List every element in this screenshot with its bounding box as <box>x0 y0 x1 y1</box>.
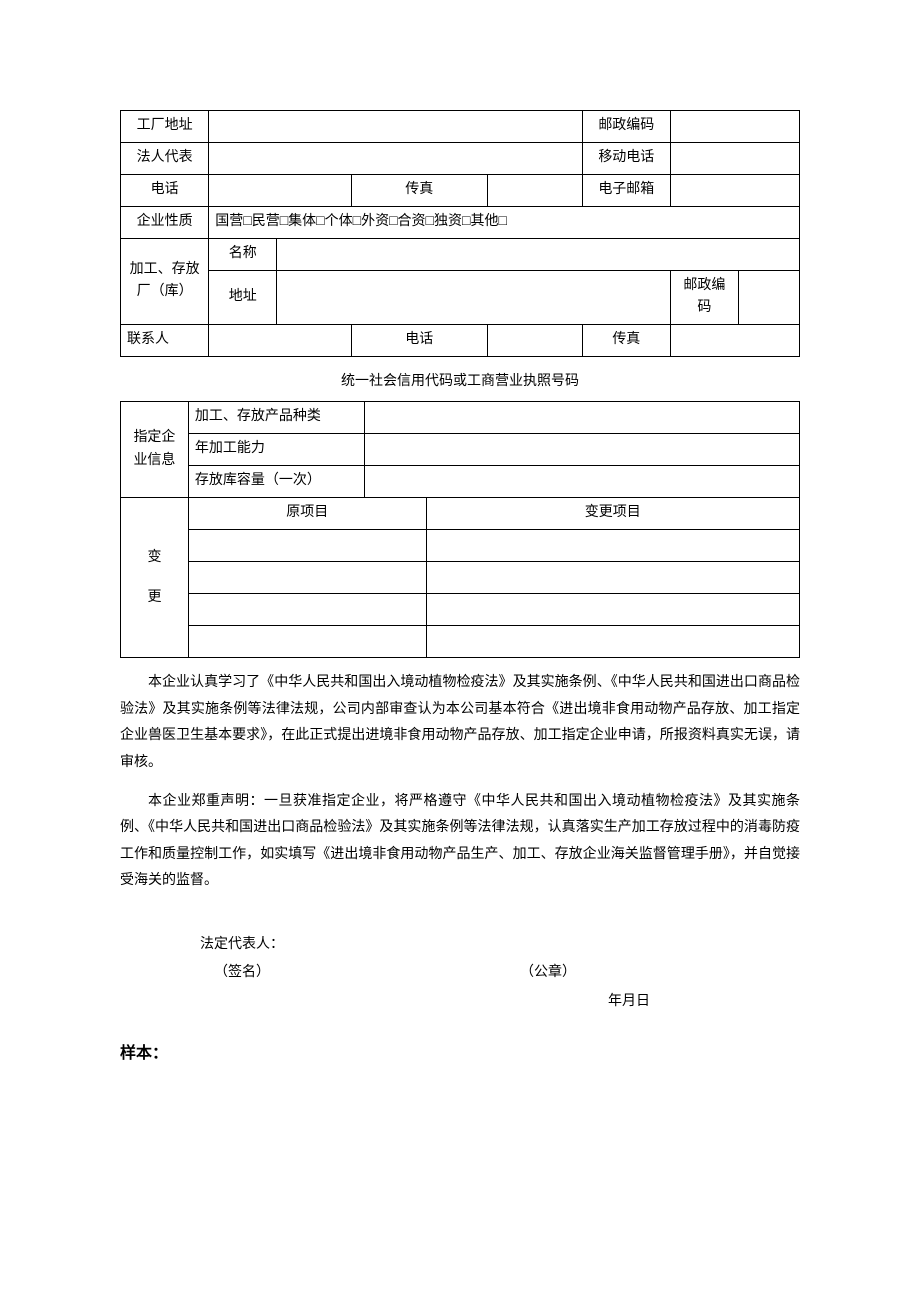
value-chg-2 <box>426 562 799 594</box>
value-email <box>670 175 799 207</box>
table-row <box>121 562 800 594</box>
value-phone <box>209 175 352 207</box>
table-row: 联系人 电话 传真 <box>121 324 800 356</box>
label-warehouse: 加工、存放厂（库） <box>121 239 209 325</box>
sig-date: 年月日 <box>120 991 800 1013</box>
form-table-1: 工厂地址 邮政编码 法人代表 移动电话 电话 传真 电子邮箱 企业性质 国营□民… <box>120 110 800 357</box>
header-changed: 变更项目 <box>426 498 799 530</box>
table-row: 企业性质 国营□民营□集体□个体□外资□合资□独资□其他□ <box>121 207 800 239</box>
value-contact <box>209 324 352 356</box>
table-row: 加工、存放厂（库） 名称 <box>121 239 800 271</box>
value-contact-phone <box>487 324 582 356</box>
value-fax <box>487 175 582 207</box>
label-warehouse-name: 名称 <box>209 239 277 271</box>
label-storage: 存放库容量（一次） <box>188 466 365 498</box>
sig-seal: （公章） <box>520 959 720 987</box>
label-nature: 企业性质 <box>121 207 209 239</box>
label-mobile: 移动电话 <box>582 143 670 175</box>
table-row: 指定企业信息 加工、存放产品种类 <box>121 402 800 434</box>
value-orig-4 <box>188 626 426 658</box>
label-factory-address: 工厂地址 <box>121 111 209 143</box>
value-chg-4 <box>426 626 799 658</box>
table-row: 工厂地址 邮政编码 <box>121 111 800 143</box>
label-legal-rep: 法人代表 <box>121 143 209 175</box>
label-phone: 电话 <box>121 175 209 207</box>
table-row: 年加工能力 <box>121 434 800 466</box>
value-capacity <box>365 434 800 466</box>
form-table-2: 指定企业信息 加工、存放产品种类 年加工能力 存放库容量（一次） 变 更 原项目… <box>120 401 800 658</box>
value-warehouse-name <box>277 239 800 271</box>
value-nature: 国营□民营□集体□个体□外资□合资□独资□其他□ <box>209 207 800 239</box>
sig-legal-rep: 法定代表人： <box>200 931 800 959</box>
label-capacity: 年加工能力 <box>188 434 365 466</box>
table-row: 地址 邮政编码 <box>121 271 800 325</box>
table-row: 变 更 原项目 变更项目 <box>121 498 800 530</box>
table-row: 电话 传真 电子邮箱 <box>121 175 800 207</box>
label-contact: 联系人 <box>121 324 209 356</box>
label-warehouse-postcode: 邮政编码 <box>670 271 738 325</box>
change-char-2: 更 <box>147 590 161 605</box>
value-warehouse-addr <box>277 271 671 325</box>
paragraph-2: 本企业郑重声明：一旦获准指定企业，将严格遵守《中华人民共和国出入境动植物检疫法》… <box>120 789 800 895</box>
value-legal-rep <box>209 143 582 175</box>
sig-sign-name: （签名） <box>200 959 520 987</box>
value-warehouse-postcode <box>738 271 799 325</box>
signature-block: 法定代表人： （签名） （公章） <box>200 931 800 987</box>
table-row: 法人代表 移动电话 <box>121 143 800 175</box>
label-contact-fax: 传真 <box>582 324 670 356</box>
value-product-type <box>365 402 800 434</box>
table-row: 存放库容量（一次） <box>121 466 800 498</box>
value-contact-fax <box>670 324 799 356</box>
value-postcode <box>670 111 799 143</box>
value-orig-1 <box>188 530 426 562</box>
value-storage <box>365 466 800 498</box>
label-enterprise-info: 指定企业信息 <box>121 402 189 498</box>
label-warehouse-addr: 地址 <box>209 271 277 325</box>
label-change: 变 更 <box>121 498 189 658</box>
paragraph-1: 本企业认真学习了《中华人民共和国出入境动植物检疫法》及其实施条例、《中华人民共和… <box>120 670 800 776</box>
label-fax: 传真 <box>351 175 487 207</box>
value-mobile <box>670 143 799 175</box>
header-original: 原项目 <box>188 498 426 530</box>
label-contact-phone: 电话 <box>351 324 487 356</box>
sample-label: 样本： <box>120 1041 800 1067</box>
table-row <box>121 626 800 658</box>
subtitle-credit-code: 统一社会信用代码或工商营业执照号码 <box>120 371 800 393</box>
value-chg-3 <box>426 594 799 626</box>
change-char-1: 变 <box>147 550 161 565</box>
table-row <box>121 530 800 562</box>
label-product-type: 加工、存放产品种类 <box>188 402 365 434</box>
label-email: 电子邮箱 <box>582 175 670 207</box>
value-factory-address <box>209 111 582 143</box>
label-postcode: 邮政编码 <box>582 111 670 143</box>
table-row <box>121 594 800 626</box>
value-chg-1 <box>426 530 799 562</box>
value-orig-2 <box>188 562 426 594</box>
value-orig-3 <box>188 594 426 626</box>
